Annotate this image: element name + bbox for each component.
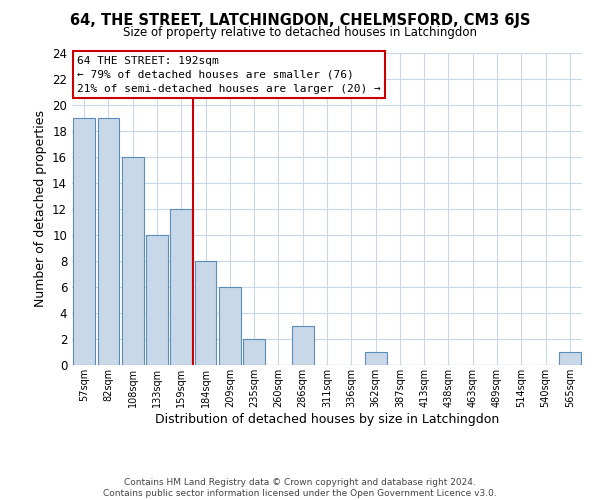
Bar bbox=[219, 287, 241, 365]
Bar bbox=[365, 352, 386, 365]
Bar bbox=[292, 326, 314, 365]
Bar bbox=[194, 261, 217, 365]
Bar bbox=[122, 156, 143, 365]
Text: Contains HM Land Registry data © Crown copyright and database right 2024.
Contai: Contains HM Land Registry data © Crown c… bbox=[103, 478, 497, 498]
Bar bbox=[170, 209, 192, 365]
Text: 64, THE STREET, LATCHINGDON, CHELMSFORD, CM3 6JS: 64, THE STREET, LATCHINGDON, CHELMSFORD,… bbox=[70, 12, 530, 28]
Y-axis label: Number of detached properties: Number of detached properties bbox=[34, 110, 47, 307]
Text: 64 THE STREET: 192sqm
← 79% of detached houses are smaller (76)
21% of semi-deta: 64 THE STREET: 192sqm ← 79% of detached … bbox=[77, 56, 381, 94]
Bar bbox=[73, 118, 95, 365]
Bar bbox=[243, 339, 265, 365]
Bar bbox=[97, 118, 119, 365]
X-axis label: Distribution of detached houses by size in Latchingdon: Distribution of detached houses by size … bbox=[155, 412, 499, 426]
Text: Size of property relative to detached houses in Latchingdon: Size of property relative to detached ho… bbox=[123, 26, 477, 39]
Bar bbox=[559, 352, 581, 365]
Bar bbox=[146, 235, 168, 365]
